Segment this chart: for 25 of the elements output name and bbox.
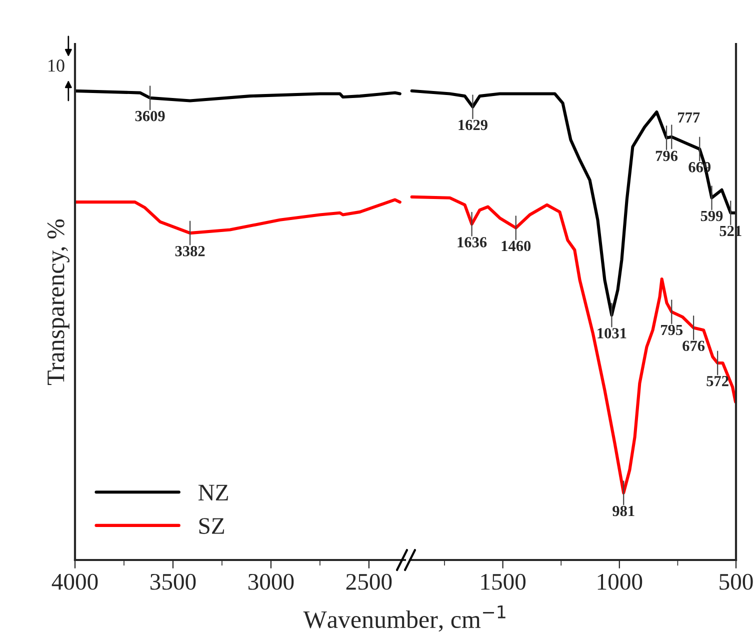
- text: 10: [48, 60, 64, 72]
- x-tick-label: 3000: [248, 574, 294, 590]
- y-axis-title: Transparency, %: [47, 219, 70, 385]
- annotation: 1031: [598, 328, 626, 338]
- annotation: 3382: [175, 246, 205, 256]
- legend-label: NZ: [198, 484, 228, 500]
- annotation: 1636: [458, 237, 487, 248]
- annotation: 795: [661, 324, 683, 336]
- x-tick-label: 4000: [52, 574, 98, 590]
- x-tick-label: 500: [720, 574, 753, 590]
- legend-label: SZ: [199, 518, 224, 534]
- x-tick-label: 3500: [150, 574, 196, 590]
- x-tick-label: 1000: [598, 574, 642, 590]
- annotation: 981: [612, 506, 634, 516]
- x-axis-title: Wavenumber, cm$^{−1}$: [303, 605, 506, 632]
- annotation: 676: [682, 340, 705, 352]
- annotation: 777: [678, 112, 700, 123]
- annotation: 599: [700, 210, 723, 222]
- annotation: 3609: [135, 110, 165, 122]
- annotation: 572: [706, 376, 728, 386]
- x-tick-label: 1500: [481, 574, 526, 590]
- annotation: 1629: [458, 120, 488, 130]
- annotation: 1460: [502, 240, 531, 252]
- x-tick-label: 2500: [346, 574, 392, 590]
- annotation: 796: [656, 150, 678, 162]
